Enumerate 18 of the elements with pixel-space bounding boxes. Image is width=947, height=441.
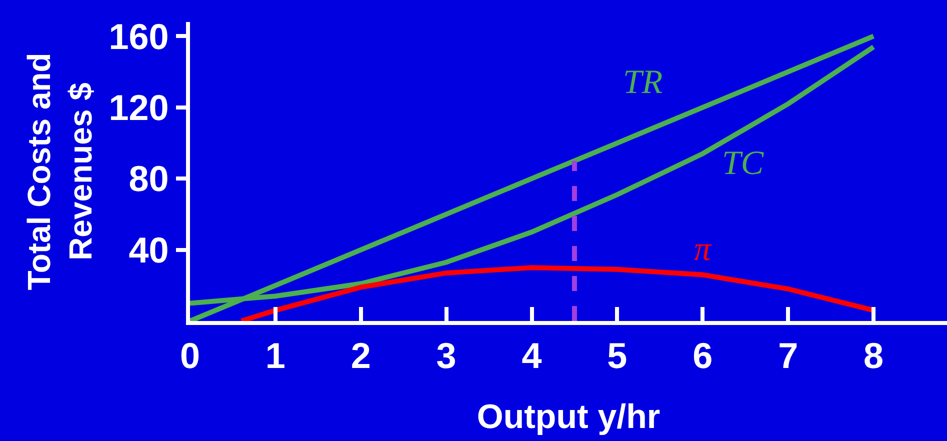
y-tick-label: 80 bbox=[128, 158, 169, 200]
x-tick-label: 1 bbox=[265, 335, 286, 376]
x-axis-title: Output y/hr bbox=[476, 398, 660, 436]
x-tick-label: 2 bbox=[350, 335, 371, 376]
x-tick-label: 7 bbox=[778, 335, 798, 376]
x-tick-label: 0 bbox=[180, 335, 200, 376]
y-tick-label: 120 bbox=[108, 87, 169, 128]
series-label: TR bbox=[623, 64, 663, 101]
y-tick-label: 160 bbox=[108, 16, 169, 57]
x-tick-label: 6 bbox=[692, 335, 713, 376]
series-label: π bbox=[694, 231, 712, 268]
x-tick-label: 4 bbox=[522, 335, 542, 376]
y-axis-title: Total Costs and Revenues $ bbox=[20, 52, 99, 290]
y-tick-label: 40 bbox=[128, 229, 169, 270]
x-tick-label: 5 bbox=[607, 335, 628, 376]
x-tick-label: 8 bbox=[864, 335, 884, 376]
series-label: TC bbox=[722, 145, 764, 182]
x-tick-label: 3 bbox=[436, 335, 456, 376]
